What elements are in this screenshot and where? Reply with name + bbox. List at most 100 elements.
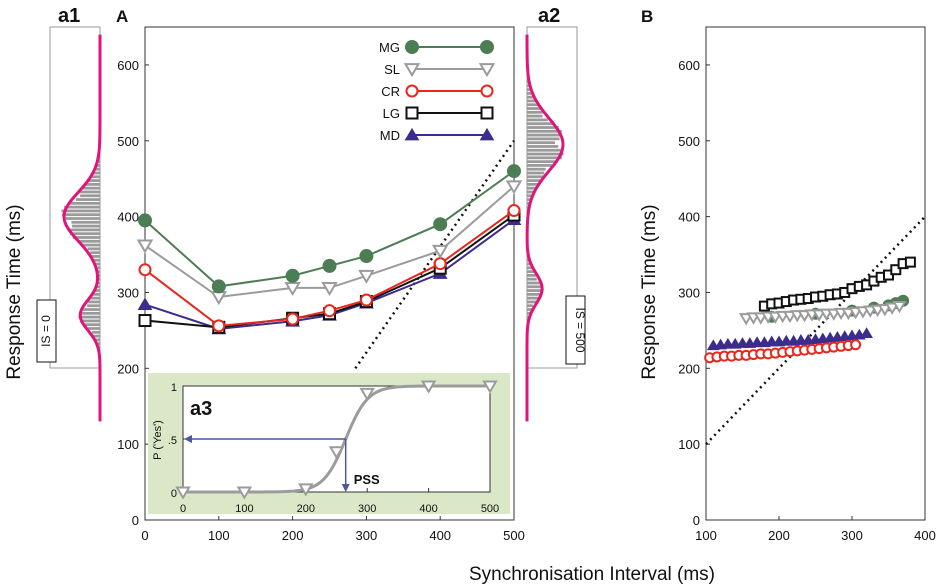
a1-histogram-bar: [92, 334, 100, 338]
a1-histogram-bar: [97, 281, 100, 285]
a2-histogram-bar: [527, 186, 537, 190]
a2-histogram-bar: [527, 304, 534, 308]
legend-label-MG: MG: [379, 40, 400, 55]
a1-histogram-bar: [90, 255, 100, 258]
inset-a3-point: [359, 387, 375, 402]
a2-histogram-bar: [527, 107, 542, 110]
a1-histogram-bar: [95, 167, 100, 171]
panel-B-series: [704, 256, 916, 364]
panel-A-point-MG: [359, 249, 374, 264]
panel-A-xtick-label: 100: [208, 528, 230, 543]
panel-A-point-CR: [212, 319, 226, 333]
inset-a3-point: [328, 446, 345, 460]
a2-histogram-bar: [527, 262, 532, 266]
panel-A-point-CR: [507, 204, 521, 218]
a1-histogram-bar: [69, 228, 100, 232]
a1-histogram-bar: [98, 277, 100, 281]
a2-is-label-box: IS = 500: [565, 295, 587, 365]
inset-a3-point: [236, 486, 253, 500]
panel-A-point-CR: [138, 263, 152, 277]
panel-A-point-SL: [358, 269, 375, 284]
panel-A-point-CR: [286, 312, 300, 326]
inset-a3-data-points: [175, 380, 498, 500]
a1-histogram-bar: [83, 323, 100, 327]
panel-A-legend: MG SL CR LG MD: [379, 40, 496, 143]
a1-gaussian-curve: [62, 34, 102, 422]
a1-histogram-bar: [75, 198, 100, 201]
a2-histogram-bar: [527, 84, 530, 88]
a2-histogram-bar: [527, 296, 540, 300]
a1-histogram-bar: [69, 201, 100, 205]
a1-histogram-bar: [83, 182, 100, 186]
legend-marker-MG: [405, 40, 419, 54]
a2-histogram-bar: [527, 308, 533, 311]
panel-B-point-SL: [877, 304, 893, 317]
inset-a3-xtick-label: 100: [235, 503, 253, 515]
a2-histogram-bar: [527, 141, 556, 145]
inset-a3-xtick-label: 500: [481, 503, 499, 515]
panel-A-ytick-label: 600: [117, 58, 139, 73]
legend-marker-MG: [480, 40, 494, 54]
panel-B-point-LG: [890, 264, 902, 276]
panel-A-point-MG: [285, 268, 300, 283]
legend-marker-CR: [480, 84, 494, 98]
a2-histogram-bar: [527, 137, 560, 141]
panel-A-point-SL: [136, 239, 154, 254]
legend-label-SL: SL: [384, 62, 400, 77]
panel-A-xtick-label: 0: [141, 528, 148, 543]
inset-a3-pss-label: PSS: [354, 472, 380, 487]
a2-histogram-bar: [527, 164, 552, 167]
a1-histogram-bar: [78, 315, 100, 319]
panel-A-xtick-label: 400: [429, 528, 451, 543]
a1-histogram-bar: [95, 266, 100, 270]
a1-histogram-bar: [79, 319, 100, 323]
legend-marker-SL: [403, 63, 421, 78]
panel-A-point-MG: [211, 279, 226, 294]
inset-a3-xtick-label: 400: [419, 503, 437, 515]
a1-histogram-bar: [93, 171, 100, 175]
inset-a3-ytick-label: 1: [171, 382, 177, 394]
inset-a3-point: [175, 486, 191, 500]
a2-histogram-bar: [527, 171, 545, 175]
a2-histogram-panel: IS = 500: [525, 26, 587, 422]
panel-A-ytick-label: 200: [117, 361, 139, 376]
panel-A-point-SL: [321, 282, 338, 297]
legend-marker-LG: [405, 106, 419, 120]
a1-histogram-bar: [88, 327, 100, 330]
a2-histogram-bar: [527, 145, 559, 148]
a2-histogram-bar: [527, 292, 543, 296]
inset-a3-xtick-label: 0: [180, 503, 186, 515]
a2-histogram-bar: [527, 133, 563, 137]
a2-histogram-bar: [527, 122, 554, 126]
a2-histogram-bar: [527, 167, 546, 171]
a1-histogram-bar: [93, 289, 100, 292]
a2-histogram-bar: [527, 270, 536, 273]
panel-B-xtick-label: 100: [695, 528, 717, 543]
panel-B-point-CR: [850, 339, 862, 351]
a2-histogram-bar: [527, 175, 545, 179]
a2-histogram-bar: [527, 103, 540, 107]
panel-B-ytick-label: 300: [678, 285, 700, 300]
inset-a3-ylabel: P ('Yes'): [152, 420, 164, 460]
panel-A-ytick-label: 100: [117, 437, 139, 452]
panel-A-unity-line: [354, 140, 516, 370]
a1-histogram-bar: [82, 243, 100, 247]
panel-label-A: A: [116, 7, 128, 26]
pss-horizontal-arrowhead: [184, 435, 192, 443]
a1-histogram-bar: [79, 311, 100, 315]
a2-histogram-bar: [527, 160, 558, 164]
a2-histogram-bar: [527, 182, 540, 186]
panel-B-point-SL: [884, 302, 900, 315]
inset-a3: a3 P ('Yes') 0 100 200 300 400 500 0 .5 1 PSS: [148, 373, 510, 515]
a1-histogram-bar: [69, 232, 100, 236]
a2-histogram-bar: [527, 274, 536, 277]
a1-histogram-bar: [91, 292, 100, 296]
panel-A-point-MG: [138, 213, 152, 228]
a1-histogram-bar: [89, 296, 100, 300]
a2-histogram-bar: [527, 198, 531, 201]
a2-histogram-bar: [527, 179, 543, 182]
legend-marker-MD: [479, 127, 495, 141]
